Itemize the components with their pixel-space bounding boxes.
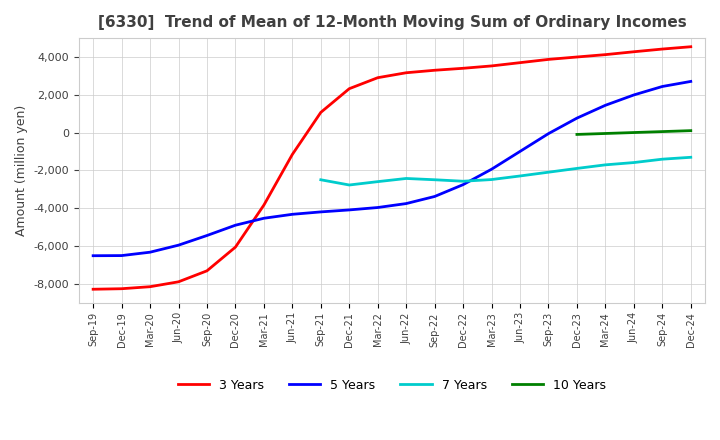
3 Years	[487, 63, 496, 69]
3 Years	[686, 44, 695, 49]
7 Years	[487, 177, 496, 182]
3 Years	[174, 279, 183, 284]
7 Years	[686, 154, 695, 160]
7 Years	[402, 176, 410, 181]
3 Years	[117, 286, 126, 291]
Legend: 3 Years, 5 Years, 7 Years, 10 Years: 3 Years, 5 Years, 7 Years, 10 Years	[173, 374, 611, 397]
7 Years	[572, 166, 581, 171]
3 Years	[89, 286, 97, 292]
3 Years	[345, 86, 354, 92]
5 Years	[629, 92, 638, 98]
5 Years	[89, 253, 97, 258]
10 Years	[572, 132, 581, 137]
10 Years	[629, 130, 638, 135]
7 Years	[544, 169, 553, 175]
5 Years	[544, 131, 553, 136]
5 Years	[402, 201, 410, 206]
7 Years	[317, 177, 325, 183]
5 Years	[174, 242, 183, 248]
Line: 3 Years: 3 Years	[93, 47, 690, 289]
10 Years	[686, 128, 695, 133]
3 Years	[629, 49, 638, 55]
Y-axis label: Amount (million yen): Amount (million yen)	[15, 105, 28, 236]
7 Years	[658, 157, 667, 162]
3 Years	[288, 152, 297, 157]
3 Years	[572, 55, 581, 60]
3 Years	[544, 57, 553, 62]
3 Years	[459, 66, 467, 71]
5 Years	[431, 194, 439, 199]
7 Years	[374, 179, 382, 184]
3 Years	[431, 68, 439, 73]
3 Years	[601, 52, 610, 57]
5 Years	[601, 103, 610, 108]
7 Years	[629, 160, 638, 165]
5 Years	[487, 167, 496, 172]
5 Years	[516, 149, 524, 154]
5 Years	[117, 253, 126, 258]
5 Years	[288, 212, 297, 217]
7 Years	[459, 179, 467, 184]
5 Years	[145, 249, 154, 255]
5 Years	[345, 207, 354, 213]
10 Years	[601, 131, 610, 136]
Line: 7 Years: 7 Years	[321, 157, 690, 185]
5 Years	[374, 205, 382, 210]
Line: 10 Years: 10 Years	[577, 131, 690, 135]
10 Years	[658, 129, 667, 134]
7 Years	[431, 177, 439, 183]
3 Years	[231, 245, 240, 250]
5 Years	[317, 209, 325, 215]
Line: 5 Years: 5 Years	[93, 81, 690, 256]
5 Years	[686, 79, 695, 84]
Title: [6330]  Trend of Mean of 12-Month Moving Sum of Ordinary Incomes: [6330] Trend of Mean of 12-Month Moving …	[98, 15, 686, 30]
5 Years	[260, 216, 269, 221]
5 Years	[231, 223, 240, 228]
3 Years	[202, 268, 211, 273]
3 Years	[402, 70, 410, 75]
5 Years	[658, 84, 667, 89]
3 Years	[658, 46, 667, 51]
3 Years	[317, 110, 325, 115]
5 Years	[572, 115, 581, 121]
7 Years	[516, 173, 524, 179]
7 Years	[601, 162, 610, 168]
3 Years	[145, 284, 154, 290]
3 Years	[516, 60, 524, 65]
3 Years	[260, 202, 269, 208]
5 Years	[459, 182, 467, 187]
7 Years	[345, 182, 354, 187]
5 Years	[202, 233, 211, 238]
3 Years	[374, 75, 382, 81]
